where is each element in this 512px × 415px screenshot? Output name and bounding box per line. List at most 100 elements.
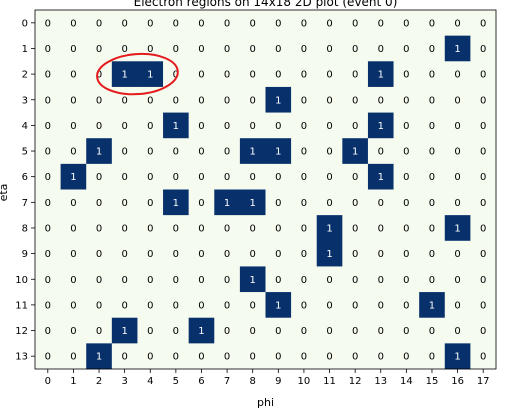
heatmap-cell (137, 215, 164, 242)
heatmap-cell (316, 215, 343, 242)
plot-frame (34, 9, 497, 370)
heatmap-cell (291, 240, 318, 267)
cell-value-label: 0 (326, 326, 332, 337)
cell-value-label: 0 (121, 121, 127, 132)
heatmap-cell (111, 292, 138, 319)
heatmap-cell (86, 343, 113, 370)
cell-value-label: 0 (275, 121, 281, 132)
heatmap-cell (137, 163, 164, 190)
heatmap-cell (470, 163, 497, 190)
heatmap-cell (316, 292, 343, 319)
cell-value-label: 0 (173, 70, 179, 81)
heatmap-cell (367, 10, 394, 36)
cell-value-label: 1 (378, 121, 384, 132)
cell-value-label: 0 (403, 275, 409, 286)
heatmap-cell (393, 61, 420, 88)
cell-value-label: 0 (45, 44, 51, 55)
cell-value-label: 0 (173, 352, 179, 363)
cell-value-label: 0 (480, 147, 486, 158)
heatmap-cell (111, 240, 138, 267)
heatmap-cell (86, 86, 113, 113)
cell-value-label: 0 (96, 249, 102, 260)
heatmap-cell (214, 10, 241, 36)
heatmap-cell (60, 112, 87, 139)
cell-value-label: 0 (454, 198, 460, 209)
cell-value-label: 0 (275, 352, 281, 363)
heatmap-cell (35, 112, 61, 139)
cell-value-label: 0 (378, 95, 384, 106)
heatmap-cell (342, 10, 369, 36)
heatmap-cell (60, 138, 87, 165)
cell-value-label: 0 (429, 18, 435, 29)
cell-value-label: 0 (45, 95, 51, 106)
cell-value-label: 0 (96, 223, 102, 234)
heatmap-cell (188, 61, 215, 88)
cell-value-label: 0 (147, 18, 153, 29)
cell-value-label: 0 (352, 121, 358, 132)
cell-value-label: 0 (198, 70, 204, 81)
heatmap-cell (188, 112, 215, 139)
heatmap-cell (137, 266, 164, 293)
x-tick-label: 1 (70, 376, 76, 387)
heatmap-cell (60, 86, 87, 113)
heatmap-cell (163, 240, 189, 267)
heatmap-cell (444, 215, 471, 242)
cell-value-label: 0 (45, 275, 51, 286)
heatmap-cell (342, 189, 369, 216)
x-tick-label: 15 (426, 376, 439, 387)
heatmap-cell (86, 292, 113, 319)
cell-value-label: 0 (352, 326, 358, 337)
heatmap-cell (60, 61, 87, 88)
heatmap-cell (316, 240, 343, 267)
cell-value-label: 0 (403, 18, 409, 29)
cell-value-label: 0 (301, 326, 307, 337)
cell-value-label: 0 (480, 352, 486, 363)
heatmap-cell (239, 343, 266, 370)
heatmap-cell (291, 35, 318, 62)
cell-value-label: 0 (480, 70, 486, 81)
cell-value-label: 0 (275, 275, 281, 286)
cell-value-label: 0 (403, 44, 409, 55)
cell-value-label: 0 (454, 326, 460, 337)
heatmap-cell (35, 189, 61, 216)
cell-value-label: 0 (301, 95, 307, 106)
heatmap-cell (291, 317, 318, 344)
cell-value-label: 0 (429, 44, 435, 55)
heatmap-cell (214, 240, 241, 267)
cell-value-label: 0 (250, 223, 256, 234)
heatmap-cell (239, 292, 266, 319)
heatmap-cell (163, 163, 189, 190)
heatmap-cell (111, 343, 138, 370)
cell-value-label: 0 (45, 172, 51, 183)
heatmap-cell (367, 343, 394, 370)
y-tick-label: 9 (22, 249, 28, 260)
cell-value-label: 0 (352, 95, 358, 106)
cell-value-label: 0 (198, 275, 204, 286)
cell-value-label: 0 (352, 352, 358, 363)
cell-value-label: 0 (198, 147, 204, 158)
heatmap-cell (393, 292, 420, 319)
heatmap-cell (444, 61, 471, 88)
cell-value-label: 0 (70, 121, 76, 132)
cell-value-label: 0 (326, 95, 332, 106)
heatmap-cell (163, 215, 189, 242)
cell-value-label: 0 (480, 300, 486, 311)
heatmap-cell (316, 61, 343, 88)
heatmap-cell (444, 35, 471, 62)
cell-value-label: 0 (403, 198, 409, 209)
heatmap-cell (35, 266, 61, 293)
heatmap-cell (239, 240, 266, 267)
x-tick-label: 6 (198, 376, 204, 387)
heatmap-cell (265, 189, 292, 216)
heatmap-cell (419, 61, 446, 88)
heatmap-cell (265, 292, 292, 319)
heatmap-cell (393, 163, 420, 190)
cell-value-label: 0 (326, 147, 332, 158)
heatmap-cell (86, 240, 113, 267)
heatmap-cell (163, 86, 189, 113)
heatmap-cell (35, 343, 61, 370)
y-tick-label: 3 (22, 95, 28, 106)
cell-value-label: 0 (352, 300, 358, 311)
cell-value-label: 0 (147, 95, 153, 106)
heatmap-cell (111, 189, 138, 216)
